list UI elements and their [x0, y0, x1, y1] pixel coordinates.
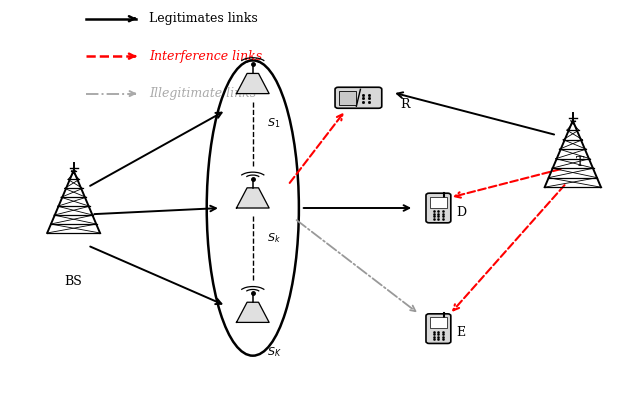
FancyBboxPatch shape [426, 314, 451, 344]
Polygon shape [237, 302, 269, 322]
Text: Illegitimate links: Illegitimate links [149, 87, 256, 100]
FancyBboxPatch shape [430, 317, 447, 328]
Text: D: D [456, 206, 467, 219]
Polygon shape [237, 188, 269, 208]
Text: $S_K$: $S_K$ [267, 345, 282, 359]
Text: BS: BS [65, 275, 83, 287]
FancyBboxPatch shape [335, 87, 381, 108]
Text: $S_1$: $S_1$ [267, 116, 280, 130]
Text: E: E [456, 326, 465, 339]
Text: T: T [576, 156, 584, 169]
Text: Interference links: Interference links [149, 50, 262, 63]
Text: $S_k$: $S_k$ [267, 231, 281, 245]
FancyBboxPatch shape [430, 197, 447, 208]
FancyBboxPatch shape [426, 193, 451, 223]
Text: Legitimates links: Legitimates links [149, 12, 258, 25]
Text: R: R [400, 97, 410, 111]
FancyBboxPatch shape [339, 91, 356, 105]
Polygon shape [237, 74, 269, 94]
